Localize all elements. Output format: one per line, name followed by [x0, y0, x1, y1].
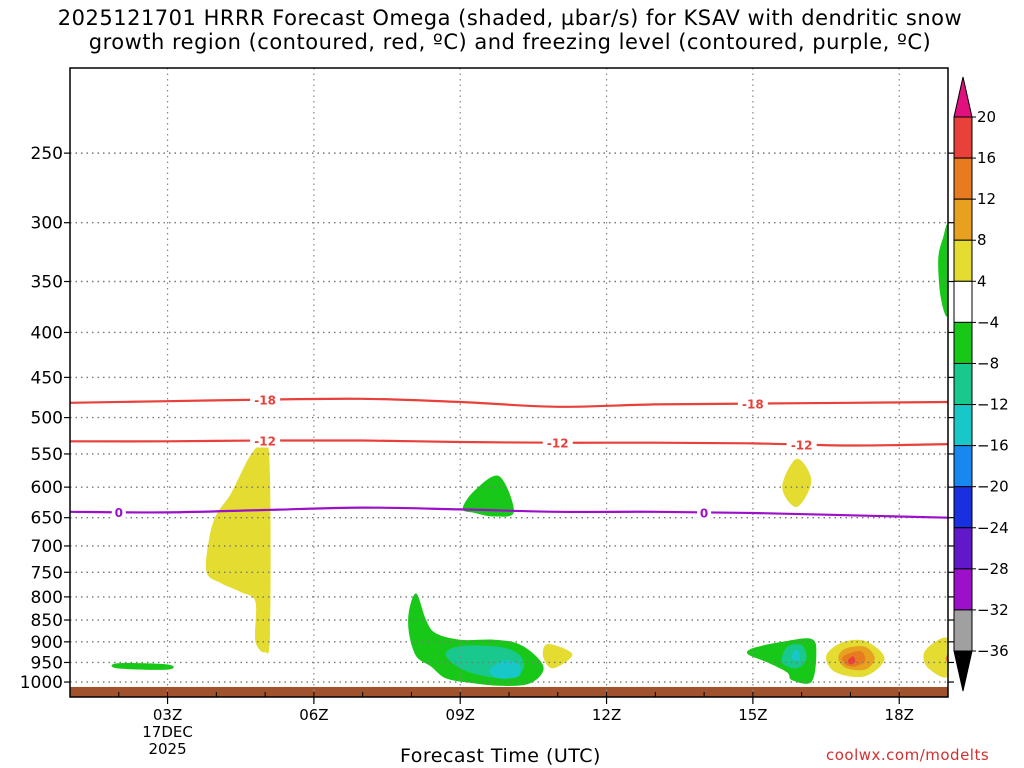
colorbar-band-1	[953, 157, 973, 200]
contour-label-0: 0	[700, 506, 708, 520]
colorbar-band-3	[953, 239, 973, 282]
colorbar-tick-label: −12	[977, 396, 1009, 414]
y-tick-label-600: 600	[31, 478, 63, 498]
colorbar-band-10	[953, 527, 973, 570]
colorbar: 20 16 12 8 4 −4 −8 −12 −16 −20 −24 −28 −32 −36	[953, 76, 1009, 692]
y-tick-label-800: 800	[31, 588, 63, 608]
colorbar-tick-label: 16	[977, 149, 996, 167]
x-tick-label-12Z: 12Z	[592, 706, 621, 724]
contour-line-0	[69, 506, 949, 519]
colorbar-band-9	[953, 486, 973, 529]
ground-band	[70, 686, 948, 697]
plot-frame	[69, 67, 949, 698]
contour-line--18	[69, 397, 949, 408]
colorbar-band-5	[953, 321, 973, 364]
omega-region-12	[746, 638, 817, 684]
x-tick-label-09Z: 09Z	[446, 706, 475, 724]
colorbar-tick-label: −28	[977, 560, 1009, 578]
y-tick-label-700: 700	[31, 537, 63, 557]
contour-label--18: -18	[254, 394, 276, 408]
y-tick-label-400: 400	[31, 323, 63, 343]
colorbar-band-4	[953, 280, 973, 323]
colorbar-band-8	[953, 445, 973, 488]
colorbar-tick-label: −8	[977, 354, 999, 372]
colorbar-tick-label: −36	[977, 642, 1009, 660]
contour-label-bg	[250, 432, 281, 448]
colorbar-tick-label: 8	[977, 231, 987, 249]
x-axis-label: Forecast Time (UTC)	[400, 745, 601, 767]
y-tick-label-950: 950	[31, 653, 63, 673]
site-credit: coolwx.com/modelts	[826, 746, 990, 764]
omega-region-4	[923, 637, 948, 678]
contour-layer: -18 -18 -12 -12 -12 0 0	[69, 391, 949, 520]
y-tick-label-900: 900	[31, 633, 63, 653]
colorbar-tick-label: 4	[977, 272, 987, 290]
contour-label-0: 0	[115, 506, 123, 520]
omega-region-11	[111, 663, 174, 670]
omega-region-8	[847, 656, 856, 665]
contour-label--12: -12	[547, 437, 569, 451]
chart-title: 2025121701 HRRR Forecast Omega (shaded, …	[0, 6, 1020, 54]
contour-label--18: -18	[742, 398, 764, 412]
colorbar-band-12	[953, 609, 973, 652]
x-tick-label-06Z: 06Z	[299, 706, 328, 724]
y-tick-label-750: 750	[31, 563, 63, 583]
colorbar-under-arrow	[953, 650, 973, 692]
colorbar-band-2	[953, 198, 973, 241]
colorbar-band-11	[953, 568, 973, 611]
y-tick-label-650: 650	[31, 509, 63, 529]
omega-region-13	[938, 224, 948, 317]
y-tick-label-850: 850	[31, 611, 63, 631]
x-tick-date: 17DEC	[142, 723, 193, 741]
omega-region-1	[782, 458, 812, 508]
chart-title-line-1: 2025121701 HRRR Forecast Omega (shaded, …	[57, 6, 963, 30]
y-tick-label-1000: 1000	[20, 673, 63, 693]
contour-label-bg	[111, 504, 126, 520]
y-tick-label-300: 300	[31, 214, 63, 234]
colorbar-tick-label: −20	[977, 478, 1009, 496]
colorbar-tick-label: −16	[977, 437, 1009, 455]
omega-region-17	[791, 649, 800, 661]
omega-region-9	[462, 475, 514, 517]
grid-layer	[70, 68, 948, 697]
contour-label--12: -12	[254, 435, 276, 449]
contour-label-bg	[250, 391, 281, 407]
y-tick-label-350: 350	[31, 273, 63, 293]
colorbar-band-6	[953, 362, 973, 406]
colorbar-band-0	[953, 116, 973, 159]
y-tick-label-450: 450	[31, 368, 63, 388]
omega-region-0	[205, 442, 271, 654]
x-tick-label-18Z: 18Z	[885, 706, 914, 724]
contour-label-bg	[697, 504, 712, 520]
contour-label-bg	[737, 395, 768, 411]
colorbar-tick-label: −32	[977, 601, 1009, 619]
contour-label-bg	[786, 436, 817, 452]
x-tick-year: 2025	[148, 740, 186, 758]
colorbar-tick-label: −4	[977, 313, 999, 331]
x-tick-label-03Z: 03Z	[153, 706, 182, 724]
y-tick-label-500: 500	[31, 409, 63, 429]
colorbar-tick-label: 12	[977, 190, 996, 208]
contour-label--12: -12	[791, 438, 813, 452]
y-tick-label-250: 250	[31, 144, 63, 164]
x-tick-label-15Z: 15Z	[738, 706, 767, 724]
colorbar-tick-label: 20	[977, 108, 996, 126]
omega-region-16	[489, 660, 521, 679]
colorbar-over-arrow	[953, 76, 973, 118]
axes-layer: 2503003504004505005506006507007508008509…	[20, 67, 954, 758]
colorbar-tick-label: −24	[977, 519, 1009, 537]
chart-title-line-2: growth region (contoured, red, ºC) and f…	[88, 30, 932, 54]
omega-region-2	[542, 643, 573, 669]
omega-shading-layer	[70, 224, 948, 697]
y-tick-label-550: 550	[31, 445, 63, 465]
contour-label-bg	[542, 434, 573, 450]
colorbar-band-7	[953, 404, 973, 447]
